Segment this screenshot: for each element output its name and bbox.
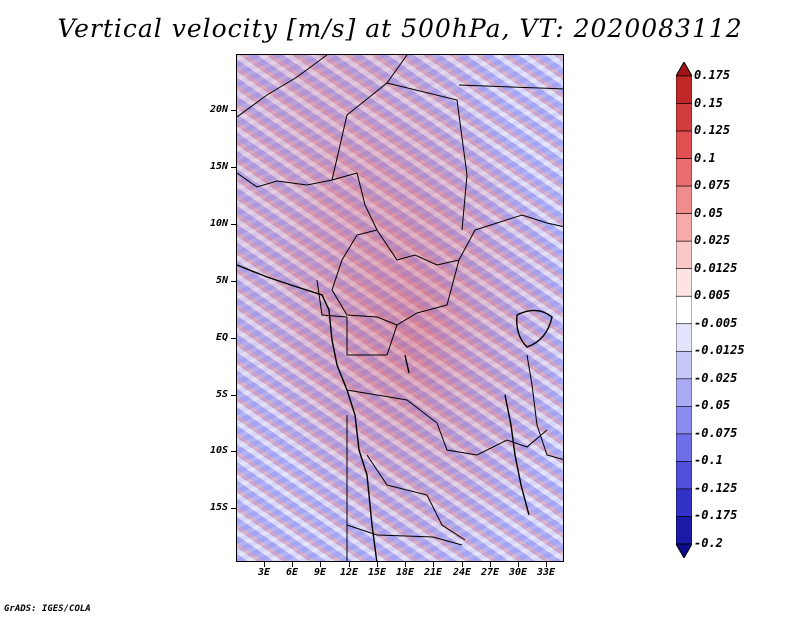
colorbar-label: 0.0125 xyxy=(694,260,738,275)
lon-label: 12E xyxy=(339,567,359,578)
colorbar-segment xyxy=(676,268,692,297)
colorbar-segment xyxy=(676,213,692,242)
colorbar-segment xyxy=(676,488,692,517)
lon-label: 24E xyxy=(452,567,472,578)
lat-tick xyxy=(231,224,236,225)
chart-title: Vertical velocity [m/s] at 500hPa, VT: 2… xyxy=(57,14,743,43)
lon-label: 27E xyxy=(480,567,500,578)
colorbar-segment xyxy=(676,516,692,545)
colorbar-label: 0.125 xyxy=(694,123,731,138)
lon-label: 15E xyxy=(367,567,387,578)
colorbar-segment xyxy=(676,185,692,214)
colorbar-label: -0.175 xyxy=(694,508,738,523)
lon-tick xyxy=(462,562,463,567)
country-borders xyxy=(237,55,563,561)
colorbar-segment xyxy=(676,543,692,558)
lat-tick xyxy=(231,395,236,396)
colorbar-segment xyxy=(676,323,692,352)
lat-tick xyxy=(231,451,236,452)
colorbar-label: -0.2 xyxy=(694,536,723,550)
lat-tick xyxy=(231,167,236,168)
lon-label: 3E xyxy=(257,567,271,578)
colorbar-segment xyxy=(676,433,692,462)
colorbar-segment xyxy=(676,350,692,380)
lat-tick xyxy=(231,338,236,339)
lat-label: 15S xyxy=(209,502,228,513)
colorbar-label: 0.1 xyxy=(694,150,716,165)
colorbar-segment xyxy=(676,240,692,270)
colorbar-label: 0.175 xyxy=(694,68,731,82)
lon-label: 9E xyxy=(313,567,327,578)
colorbar-segment xyxy=(676,461,692,490)
colorbar-label: 0.075 xyxy=(694,178,731,193)
colorbar-segment xyxy=(676,62,692,77)
colorbar-label: -0.075 xyxy=(694,425,738,440)
lat-label: 15N xyxy=(209,161,228,172)
lon-tick xyxy=(433,562,434,567)
lat-label: EQ xyxy=(215,332,228,343)
colorbar-label: -0.025 xyxy=(694,370,738,385)
colorbar-segment xyxy=(676,103,692,132)
colorbar-label: 0.025 xyxy=(694,233,731,248)
map-plot-area xyxy=(236,54,564,562)
colorbar-segment xyxy=(676,295,692,325)
lat-label: 20N xyxy=(209,104,228,115)
colorbar-segment xyxy=(676,130,692,159)
lat-label: 5S xyxy=(215,389,228,400)
colorbar-label: -0.125 xyxy=(694,480,738,495)
colorbar xyxy=(676,62,692,558)
lat-tick xyxy=(231,110,236,111)
lon-label: 6E xyxy=(285,567,299,578)
colorbar-label: 0.005 xyxy=(694,288,731,303)
colorbar-label: -0.0125 xyxy=(694,343,745,358)
colorbar-label: 0.05 xyxy=(694,205,723,220)
lon-tick xyxy=(264,562,265,567)
lon-tick xyxy=(405,562,406,567)
lon-tick xyxy=(349,562,350,567)
colorbar-segment xyxy=(676,75,692,104)
lat-label: 5N xyxy=(215,275,228,286)
lat-label: 10S xyxy=(209,445,228,456)
lon-label: 33E xyxy=(536,567,556,578)
lon-label: 30E xyxy=(508,567,528,578)
colorbar-segment xyxy=(676,158,692,187)
lon-tick xyxy=(546,562,547,567)
lon-tick xyxy=(518,562,519,567)
lat-tick xyxy=(231,281,236,282)
colorbar-label: -0.05 xyxy=(694,398,731,413)
credit-text: GrADS: IGES/COLA xyxy=(4,604,91,614)
colorbar-segment xyxy=(676,378,692,407)
colorbar-label: -0.005 xyxy=(694,315,738,330)
lon-tick xyxy=(377,562,378,567)
lon-label: 21E xyxy=(423,567,443,578)
lon-label: 18E xyxy=(395,567,415,578)
lon-tick xyxy=(292,562,293,567)
lon-tick xyxy=(490,562,491,567)
colorbar-segment xyxy=(676,406,692,435)
lon-tick xyxy=(320,562,321,567)
colorbar-label: -0.1 xyxy=(694,453,723,468)
lat-tick xyxy=(231,508,236,509)
colorbar-label: 0.15 xyxy=(694,95,723,110)
lat-label: 10N xyxy=(209,218,228,229)
